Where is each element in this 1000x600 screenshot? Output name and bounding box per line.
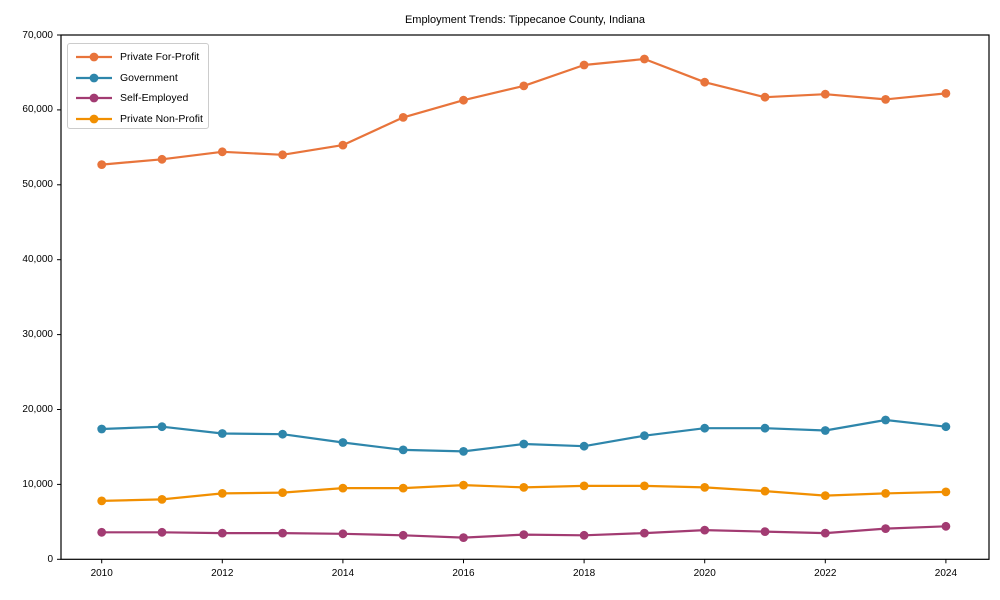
data-point-self-employed-2011	[157, 527, 167, 537]
data-point-private-non-profit-2010	[97, 496, 107, 506]
data-point-private-for-profit-2024	[941, 89, 951, 98]
data-point-government-2021	[760, 423, 770, 433]
data-point-self-employed-2016	[459, 533, 468, 542]
legend-label-private-for-profit: Private For-Profit	[120, 51, 200, 64]
data-point-private-for-profit-2010	[97, 160, 107, 170]
data-point-government-2016	[459, 447, 468, 456]
data-point-government-2010	[97, 424, 107, 434]
y-axis-tick-label: 40,000	[22, 254, 53, 266]
data-point-self-employed-2014	[338, 529, 348, 539]
x-axis-tick-label: 2016	[452, 568, 475, 580]
data-point-government-2011	[157, 422, 167, 432]
y-axis-tick-label: 60,000	[22, 104, 53, 116]
data-point-private-non-profit-2013	[278, 488, 287, 497]
legend-label-government: Government	[120, 71, 178, 84]
legend-item-private-for-profit: Private For-Profit	[68, 47, 208, 68]
y-axis-tick-label: 20,000	[22, 404, 53, 415]
data-point-private-non-profit-2018	[579, 481, 589, 491]
legend-label-self-employed: Self-Employed	[120, 92, 189, 105]
data-point-private-non-profit-2016	[459, 480, 468, 490]
data-point-private-non-profit-2022	[820, 491, 830, 500]
data-point-private-non-profit-2015	[398, 483, 408, 493]
legend-marker-self-employed	[76, 93, 112, 103]
data-point-self-employed-2024	[941, 521, 951, 531]
data-point-government-2015	[398, 445, 408, 455]
data-point-government-2022	[820, 426, 830, 435]
legend-item-private-non-profit: Private Non-Profit	[68, 109, 208, 130]
data-point-government-2024	[941, 422, 951, 432]
data-point-government-2019	[640, 431, 649, 441]
legend: Private For-Profit Government Self-Employe…	[67, 43, 209, 129]
data-point-private-non-profit-2014	[338, 483, 348, 493]
data-point-private-for-profit-2011	[157, 154, 167, 164]
data-point-private-for-profit-2014	[338, 140, 348, 150]
data-point-self-employed-2012	[217, 528, 227, 538]
x-axis-tick-label: 2014	[331, 568, 355, 580]
y-axis-tick-label: 10,000	[22, 478, 53, 490]
x-axis-tick-label: 2020	[693, 568, 716, 580]
data-point-government-2017	[519, 439, 529, 449]
x-axis-tick-label: 2012	[211, 568, 234, 580]
data-point-self-employed-2017	[519, 530, 529, 539]
data-point-private-for-profit-2021	[760, 92, 770, 102]
data-point-private-for-profit-2017	[519, 81, 529, 91]
data-point-government-2020	[700, 423, 710, 433]
legend-item-government: Government	[68, 68, 208, 89]
data-point-self-employed-2019	[640, 528, 649, 538]
legend-marker-government	[76, 73, 112, 83]
data-point-government-2023	[881, 415, 890, 425]
data-point-private-non-profit-2020	[700, 483, 710, 492]
data-point-self-employed-2020	[700, 525, 710, 535]
data-point-private-for-profit-2015	[398, 113, 408, 122]
legend-marker-private-non-profit	[76, 114, 112, 124]
data-point-self-employed-2013	[278, 528, 287, 538]
data-point-self-employed-2021	[760, 527, 770, 536]
data-point-government-2018	[579, 441, 589, 451]
legend-label-private-non-profit: Private Non-Profit	[120, 112, 203, 125]
data-point-private-non-profit-2017	[519, 483, 529, 492]
data-point-self-employed-2023	[881, 524, 890, 533]
data-point-private-for-profit-2012	[217, 147, 227, 157]
data-point-private-for-profit-2023	[881, 95, 890, 104]
legend-marker-private-for-profit	[76, 52, 112, 62]
data-point-private-non-profit-2011	[157, 495, 167, 504]
data-point-private-for-profit-2018	[579, 60, 589, 70]
chart-title: Employment Trends: Tippecanoe County, In…	[404, 14, 646, 26]
data-point-private-non-profit-2019	[640, 481, 649, 491]
legend-item-self-employed: Self-Employed	[68, 88, 208, 109]
data-point-self-employed-2010	[97, 527, 107, 537]
data-point-self-employed-2022	[820, 528, 830, 538]
data-point-government-2013	[278, 429, 287, 439]
x-axis-tick-label: 2010	[90, 568, 113, 580]
data-point-private-non-profit-2021	[760, 486, 770, 496]
data-point-self-employed-2015	[398, 530, 408, 540]
y-axis-tick-label: 30,000	[22, 329, 53, 341]
series-line-private-for-profit	[101, 57, 947, 166]
data-point-private-for-profit-2016	[459, 95, 468, 105]
y-axis-tick-label: 70,000	[22, 29, 53, 41]
data-point-private-non-profit-2023	[881, 489, 890, 498]
data-point-government-2012	[217, 429, 227, 438]
data-point-private-for-profit-2020	[700, 77, 710, 87]
data-point-self-employed-2018	[579, 530, 589, 540]
plot-frame	[60, 34, 990, 560]
y-axis-tick-label: 0	[47, 553, 53, 565]
data-point-private-for-profit-2013	[278, 150, 287, 160]
y-axis-tick-label: 50,000	[22, 179, 53, 191]
data-point-private-for-profit-2022	[820, 89, 830, 99]
x-axis-tick-label: 2024	[934, 568, 958, 580]
x-axis-tick-label: 2018	[572, 568, 596, 580]
data-point-government-2014	[338, 438, 348, 447]
data-point-private-for-profit-2019	[640, 54, 649, 64]
x-axis-tick-label: 2022	[814, 568, 837, 580]
data-point-private-non-profit-2024	[941, 487, 951, 497]
data-point-private-non-profit-2012	[217, 489, 227, 498]
